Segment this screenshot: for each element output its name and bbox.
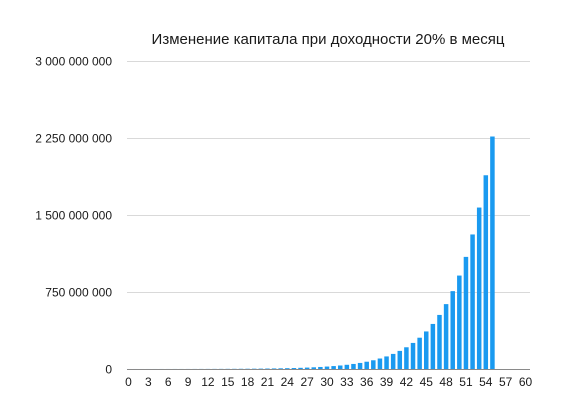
bar xyxy=(337,365,343,369)
x-tick-label: 45 xyxy=(420,375,434,389)
bars xyxy=(126,136,495,369)
x-tick-label: 33 xyxy=(340,375,354,389)
y-tick-label: 750 000 000 xyxy=(45,286,112,300)
bar xyxy=(424,331,429,369)
bar xyxy=(483,175,489,369)
bar xyxy=(344,364,350,369)
y-tick-label: 3 000 000 000 xyxy=(35,55,112,69)
bar xyxy=(298,367,303,369)
bar xyxy=(304,367,310,369)
bar xyxy=(311,367,317,369)
bar xyxy=(470,234,475,369)
bar xyxy=(331,366,336,369)
bar xyxy=(450,291,455,369)
bar xyxy=(410,342,416,369)
bar xyxy=(430,323,436,369)
x-tick-label: 39 xyxy=(380,375,394,389)
x-tick-label: 18 xyxy=(241,375,255,389)
x-tick-label: 0 xyxy=(125,375,132,389)
bar xyxy=(271,368,277,369)
bar xyxy=(285,368,290,369)
x-tick-label: 60 xyxy=(519,375,533,389)
bar xyxy=(357,362,363,369)
bar xyxy=(437,314,442,369)
x-tick-label: 48 xyxy=(439,375,453,389)
x-tick-label: 15 xyxy=(221,375,235,389)
bar xyxy=(291,368,297,369)
bar xyxy=(457,275,462,369)
bar xyxy=(397,350,403,369)
bar xyxy=(463,256,469,369)
x-tick-label: 36 xyxy=(360,375,374,389)
bar xyxy=(324,366,330,369)
bar xyxy=(371,360,376,369)
bar xyxy=(390,353,396,369)
x-tick-label: 30 xyxy=(320,375,334,389)
grid-lines xyxy=(127,61,530,293)
bar xyxy=(443,304,449,369)
x-tick-label: 21 xyxy=(261,375,275,389)
bar xyxy=(417,337,422,369)
x-tick-label: 3 xyxy=(145,375,152,389)
x-tick-label: 42 xyxy=(400,375,414,389)
y-tick-label: 1 500 000 000 xyxy=(35,209,112,223)
y-tick-label: 2 250 000 000 xyxy=(35,132,112,146)
bar xyxy=(351,363,356,369)
x-tick-label: 12 xyxy=(201,375,215,389)
x-tick-label: 9 xyxy=(185,375,192,389)
chart-title: Изменение капитала при доходности 20% в … xyxy=(152,31,505,48)
bar xyxy=(364,361,369,369)
x-axis-ticks: 0 3 6 9 12 15 18 21 24 27 30 33 36 39 42 45 48 51 54 57 60 xyxy=(125,375,532,389)
x-tick-label: 51 xyxy=(459,375,473,389)
x-tick-label: 27 xyxy=(300,375,314,389)
x-tick-label: 57 xyxy=(499,375,513,389)
bar xyxy=(318,366,323,369)
bar xyxy=(490,136,495,369)
bar xyxy=(384,356,389,369)
bar xyxy=(278,368,283,369)
bar xyxy=(476,207,482,369)
bar xyxy=(404,347,409,369)
x-tick-label: 24 xyxy=(281,375,295,389)
x-tick-label: 54 xyxy=(479,375,493,389)
y-axis-ticks: 0 750 000 000 1 500 000 000 2 250 000 000 3 … xyxy=(35,55,112,377)
x-tick-label: 6 xyxy=(165,375,172,389)
y-tick-label: 0 xyxy=(105,363,112,377)
bar xyxy=(377,358,383,369)
